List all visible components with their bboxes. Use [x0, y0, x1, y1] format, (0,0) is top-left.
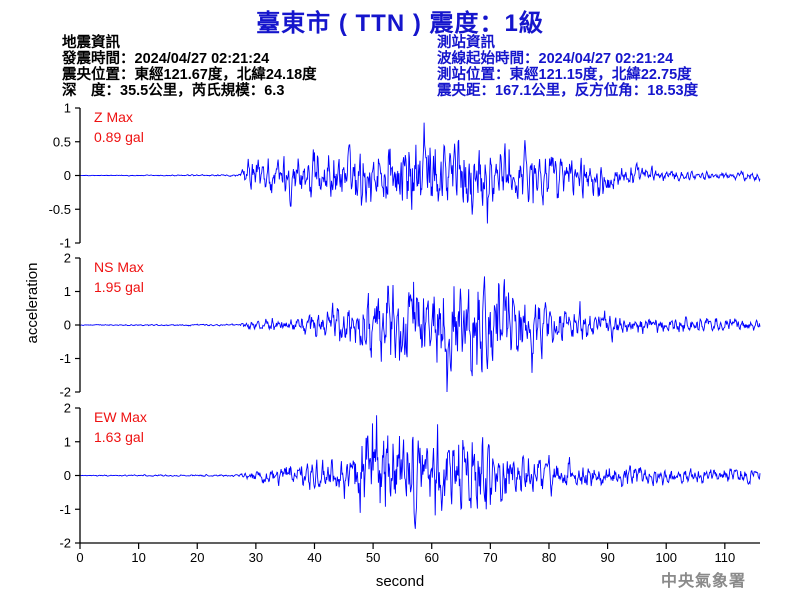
y-tick-label: -0.5	[49, 202, 71, 217]
x-tick-label: 90	[600, 550, 614, 565]
y-tick-label: 0	[64, 318, 71, 333]
max-value-z: 0.89 gal	[94, 129, 144, 145]
y-tick-label: -1	[59, 502, 71, 517]
y-axis-label: acceleration	[24, 263, 41, 344]
x-tick-label: 60	[424, 550, 438, 565]
y-tick-label: 0	[64, 168, 71, 183]
origin-time: 發震時間：2024/04/27 02:21:24	[62, 51, 270, 67]
y-tick-label: 2	[64, 401, 71, 416]
max-label-z: Z Max	[94, 109, 133, 125]
y-tick-label: 0.5	[53, 134, 71, 149]
max-value-ns: 1.95 gal	[94, 279, 144, 295]
y-tick-label: -2	[59, 536, 71, 551]
y-tick-label: 1	[64, 434, 71, 449]
x-tick-label: 110	[714, 550, 735, 565]
station-info: 測站資訊 波線起始時間：2024/04/27 02:21:24 測站位置：東經1…	[437, 35, 698, 99]
y-tick-label: 1	[64, 284, 71, 299]
watermark: 中央氣象署	[660, 571, 746, 590]
x-tick-label: 20	[190, 550, 204, 565]
x-tick-label: 50	[366, 550, 380, 565]
y-tick-label: -1	[59, 236, 71, 251]
station-info-heading: 測站資訊	[437, 35, 495, 51]
y-tick-label: 2	[64, 251, 71, 266]
x-tick-label: 0	[76, 550, 83, 565]
x-tick-label: 10	[131, 550, 145, 565]
max-value-ew: 1.63 gal	[94, 429, 144, 445]
waveform-trace-ns	[79, 276, 761, 393]
y-tick-label: -1	[59, 351, 71, 366]
x-tick-label: 40	[307, 550, 321, 565]
x-tick-label: 70	[483, 550, 497, 565]
waveform-trace-ew	[79, 415, 761, 529]
y-tick-label: 0	[64, 468, 71, 483]
station-location: 測站位置：東經121.15度，北緯22.75度	[437, 67, 692, 83]
distance-azimuth: 震央距：167.1公里，反方位角：18.53度	[437, 83, 699, 99]
epicenter-location: 震央位置：東經121.67度，北緯24.18度	[62, 67, 317, 83]
x-tick-label: 100	[655, 550, 677, 565]
page-title: 臺東市 ( TTN ) 震度：1級	[256, 10, 544, 37]
max-label-ew: EW Max	[94, 409, 147, 425]
depth-magnitude: 深 度：35.5公里，芮氏規模：6.3	[62, 83, 285, 99]
x-tick-label: 30	[249, 550, 263, 565]
waveform-trace-z	[79, 122, 761, 224]
x-tick-label: 80	[542, 550, 556, 565]
max-label-ns: NS Max	[94, 259, 144, 275]
waveform-start-time: 波線起始時間：2024/04/27 02:21:24	[437, 51, 674, 67]
y-tick-label: -2	[59, 385, 71, 400]
earthquake-info: 地震資訊 發震時間：2024/04/27 02:21:24 震央位置：東經121…	[62, 35, 317, 99]
earthquake-info-heading: 地震資訊	[62, 35, 120, 51]
y-tick-label: 1	[64, 101, 71, 116]
x-axis-label: second	[376, 573, 424, 590]
